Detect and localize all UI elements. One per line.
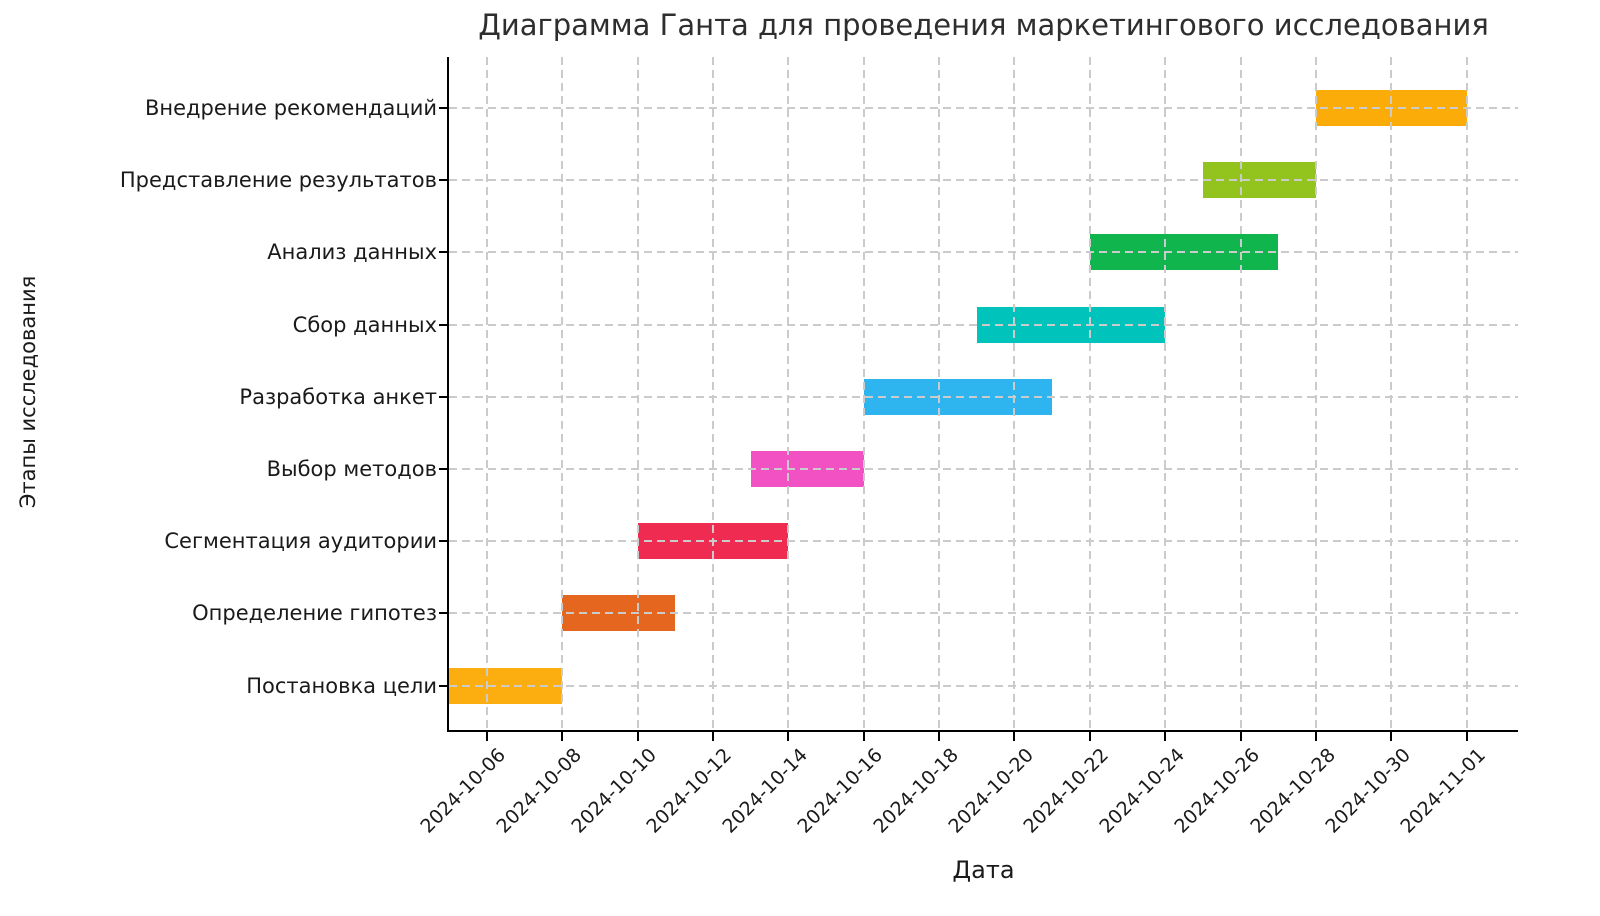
y-tick-label: Представление результатов <box>119 168 437 193</box>
y-tick-mark <box>439 106 448 109</box>
x-axis-spine <box>447 730 1518 732</box>
y-tick-mark <box>439 612 448 615</box>
v-gridline <box>1390 57 1393 730</box>
v-gridline <box>787 57 790 730</box>
v-gridline <box>938 57 940 730</box>
v-gridline <box>1164 57 1167 730</box>
h-gridline <box>449 323 1518 326</box>
y-tick-mark <box>439 323 448 326</box>
x-tick-mark <box>787 732 790 741</box>
y-tick-label: Сегментация аудитории <box>164 529 437 554</box>
h-gridline <box>449 540 1518 543</box>
x-tick-mark <box>636 732 639 741</box>
y-tick-mark <box>439 684 448 687</box>
v-gridline <box>711 57 714 730</box>
plot-area <box>449 57 1518 730</box>
v-gridline <box>1239 57 1242 730</box>
x-tick-mark <box>561 732 564 741</box>
x-axis-title: Дата <box>952 856 1015 884</box>
x-tick-mark <box>1390 732 1393 741</box>
h-gridline <box>449 106 1518 109</box>
x-tick-mark <box>1315 732 1317 741</box>
y-tick-label: Постановка цели <box>246 673 437 698</box>
y-tick-label: Анализ данных <box>267 240 437 265</box>
x-tick-mark <box>711 732 714 741</box>
h-gridline <box>449 179 1518 182</box>
y-tick-label: Внедрение рекомендаций <box>144 95 437 120</box>
x-tick-mark <box>1239 732 1242 741</box>
y-tick-mark <box>439 395 448 398</box>
v-gridline <box>1465 57 1468 730</box>
v-gridline <box>1088 57 1091 730</box>
x-tick-mark <box>1164 732 1167 741</box>
y-tick-mark <box>439 251 448 254</box>
y-tick-label: Разработка анкет <box>239 384 437 409</box>
y-tick-label: Определение гипотез <box>192 601 437 626</box>
x-tick-mark <box>1465 732 1468 741</box>
v-gridline <box>636 57 639 730</box>
v-gridline <box>1315 57 1317 730</box>
v-gridline <box>485 57 488 730</box>
h-gridline <box>449 251 1518 254</box>
h-gridline <box>449 467 1518 470</box>
h-gridline <box>449 684 1518 687</box>
x-tick-mark <box>1088 732 1091 741</box>
h-gridline <box>449 612 1518 615</box>
y-tick-mark <box>439 467 448 470</box>
x-tick-mark <box>485 732 488 741</box>
y-tick-label: Сбор данных <box>292 312 437 337</box>
y-tick-mark <box>439 179 448 182</box>
x-tick-mark <box>1013 732 1016 741</box>
x-tick-mark <box>862 732 865 741</box>
v-gridline <box>1013 57 1016 730</box>
y-tick-mark <box>439 540 448 543</box>
v-gridline <box>862 57 865 730</box>
x-tick-mark <box>938 732 940 741</box>
y-axis-spine <box>447 57 449 732</box>
y-tick-label: Выбор методов <box>266 456 437 481</box>
y-axis-title: Этапы исследования <box>16 275 40 509</box>
v-gridline <box>561 57 564 730</box>
h-gridline <box>449 395 1518 398</box>
chart-title: Диаграмма Ганта для проведения маркетинг… <box>478 8 1489 42</box>
